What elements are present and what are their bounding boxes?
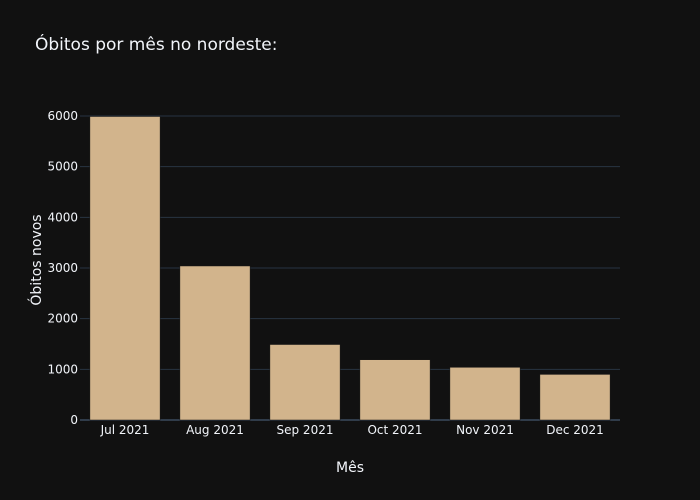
bars	[89, 116, 611, 421]
y-tick-labels: 0 1000 2000 3000 4000 5000 6000	[47, 109, 78, 427]
y-tick-label: 3000	[47, 261, 78, 275]
y-tick-label: 1000	[47, 362, 78, 376]
x-tick-label: Jul 2021	[100, 423, 150, 437]
bar[interactable]	[89, 116, 161, 421]
x-tick-label: Oct 2021	[367, 423, 422, 437]
chart-title: Óbitos por mês no nordeste:	[35, 33, 278, 55]
x-tick-labels: Jul 2021 Aug 2021 Sep 2021 Oct 2021 Nov 2021…	[100, 423, 604, 437]
x-axis-title: Mês	[336, 460, 364, 476]
bar[interactable]	[179, 265, 251, 421]
y-tick-label: 0	[70, 413, 78, 427]
x-tick-label: Sep 2021	[277, 423, 334, 437]
x-tick-label: Aug 2021	[186, 423, 244, 437]
y-tick-label: 5000	[47, 160, 78, 174]
bar[interactable]	[449, 367, 521, 421]
y-gridlines	[80, 115, 620, 421]
y-tick-label: 4000	[47, 210, 78, 224]
y-tick-label: 2000	[47, 312, 78, 326]
bar[interactable]	[269, 344, 341, 421]
y-tick-label: 6000	[47, 109, 78, 123]
x-tick-label: Dec 2021	[546, 423, 604, 437]
bar[interactable]	[359, 359, 431, 421]
x-tick-label: Nov 2021	[456, 423, 514, 437]
y-axis-title: Óbitos novos	[27, 214, 45, 305]
bar[interactable]	[539, 374, 611, 421]
